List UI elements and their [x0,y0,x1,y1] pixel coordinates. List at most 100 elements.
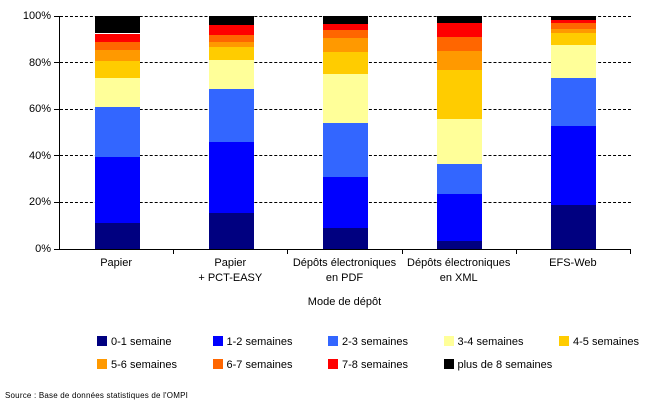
legend-item: 4-5 semaines [559,336,639,348]
legend-item: 0-1 semaine [97,336,172,348]
bar-segment [551,23,597,29]
x-axis-title: Mode de dépôt [307,296,382,308]
x-tick-mark [287,249,289,254]
y-tick-label: 80% [28,56,51,69]
bar-segment [94,16,140,34]
category-label-line: EFS-Web [549,257,597,269]
gridline-100 [60,15,631,17]
y-tick-label: 60% [28,103,51,116]
bar-segment [437,36,483,51]
legend-label: plus de 8 semaines [457,359,553,371]
bar-segment [437,118,483,164]
x-tick-mark [630,249,631,254]
bar-segment [323,24,368,30]
legend-item: 7-8 semaines [328,359,408,371]
legend-swatch [212,359,223,369]
bar-segment [94,49,140,62]
category-label: Papier + PCT-EASY [168,256,292,286]
bar-segment [437,163,483,195]
y-tick-mark [54,201,59,203]
bar-segment [551,28,597,34]
x-tick-mark [401,249,403,254]
bar-segment [323,38,368,53]
bar-segment [323,30,368,39]
legend-label: 6-7 semaines [226,359,293,371]
bar-segment [208,212,254,249]
legend-swatch [97,359,107,369]
bar-segment [551,45,597,78]
bar-segment [323,16,368,25]
bar-segment [94,106,140,157]
y-tick-label: 0% [35,243,51,255]
category-label-line: en PDF [325,272,364,284]
legend-swatch [559,336,569,346]
legend-item: 5-6 semaines [97,359,177,371]
category-label-line: + PCT-EASY [198,272,263,284]
bar-segment [208,25,254,35]
bar-segment [437,16,483,23]
bar-segment [208,47,254,61]
bar-segment [551,125,597,205]
category-label: Dépôts électroniques en XML [397,256,521,286]
legend-swatch [212,336,223,346]
category-label: Dépôts électroniques en PDF [283,256,407,286]
bar-segment [94,77,140,107]
bar-segment [323,123,368,177]
bar-segment [323,228,368,249]
bar-segment [94,223,140,249]
legend-item: 6-7 semaines [212,359,293,371]
bar-segment [208,16,254,26]
legend-label: 3-4 semaines [457,336,524,348]
y-tick-label: 40% [28,149,51,162]
y-tick-mark [54,108,59,110]
bar-segment [323,176,368,229]
bar-segment [551,33,597,46]
legend-label: 2-3 semaines [342,336,409,348]
source-note: Source : Base de données statistiques de… [5,391,189,400]
legend-item: plus de 8 semaines [443,359,553,371]
bar-segment [208,34,254,42]
y-tick-label: 100% [22,10,51,22]
y-tick-mark [54,248,59,250]
legend-swatch [328,359,338,369]
legend-item: 2-3 semaines [328,336,408,348]
bar-segment [208,89,254,142]
bar-segment [323,52,368,75]
bar-segment [437,240,483,249]
legend-swatch [443,336,454,346]
legend-label: 1-2 semaines [226,336,293,348]
bar-segment [437,23,483,37]
bar-segment [323,74,368,124]
legend-swatch [328,336,338,346]
bar-segment [94,41,140,50]
bar-segment [551,19,597,23]
bar-segment [437,194,483,241]
bar-segment [208,141,254,213]
bar-segment [94,61,140,78]
x-tick-mark [515,249,517,254]
category-label-line: en XML [439,272,478,284]
category-label-line: Papier [100,257,132,269]
legend-label: 7-8 semaines [342,359,409,371]
bar-segment [551,77,597,126]
category-label-line: Dépôts électroniques [407,257,511,269]
legend-label: 0-1 semaine [111,336,172,348]
bar-segment [208,41,254,48]
bar-segment [551,16,597,20]
plot-area: 0% 20% 40% 60% 80% 100% [23,11,631,255]
category-label-line: Dépôts électroniques [292,257,397,269]
x-tick-mark [173,249,175,254]
legend-swatch [443,359,454,369]
bar-segment [437,69,483,119]
legend-label: 4-5 semaines [573,336,640,348]
y-tick-mark [54,62,59,64]
category-label: Papier [54,256,178,271]
y-tick-label: 20% [28,196,51,209]
legend-swatch [97,336,107,346]
legend-item: 1-2 semaines [212,336,293,348]
bar-segment [94,156,140,224]
category-label-line: Papier [214,257,247,269]
bar-segment [94,33,140,42]
category-label: EFS-Web [511,256,635,271]
